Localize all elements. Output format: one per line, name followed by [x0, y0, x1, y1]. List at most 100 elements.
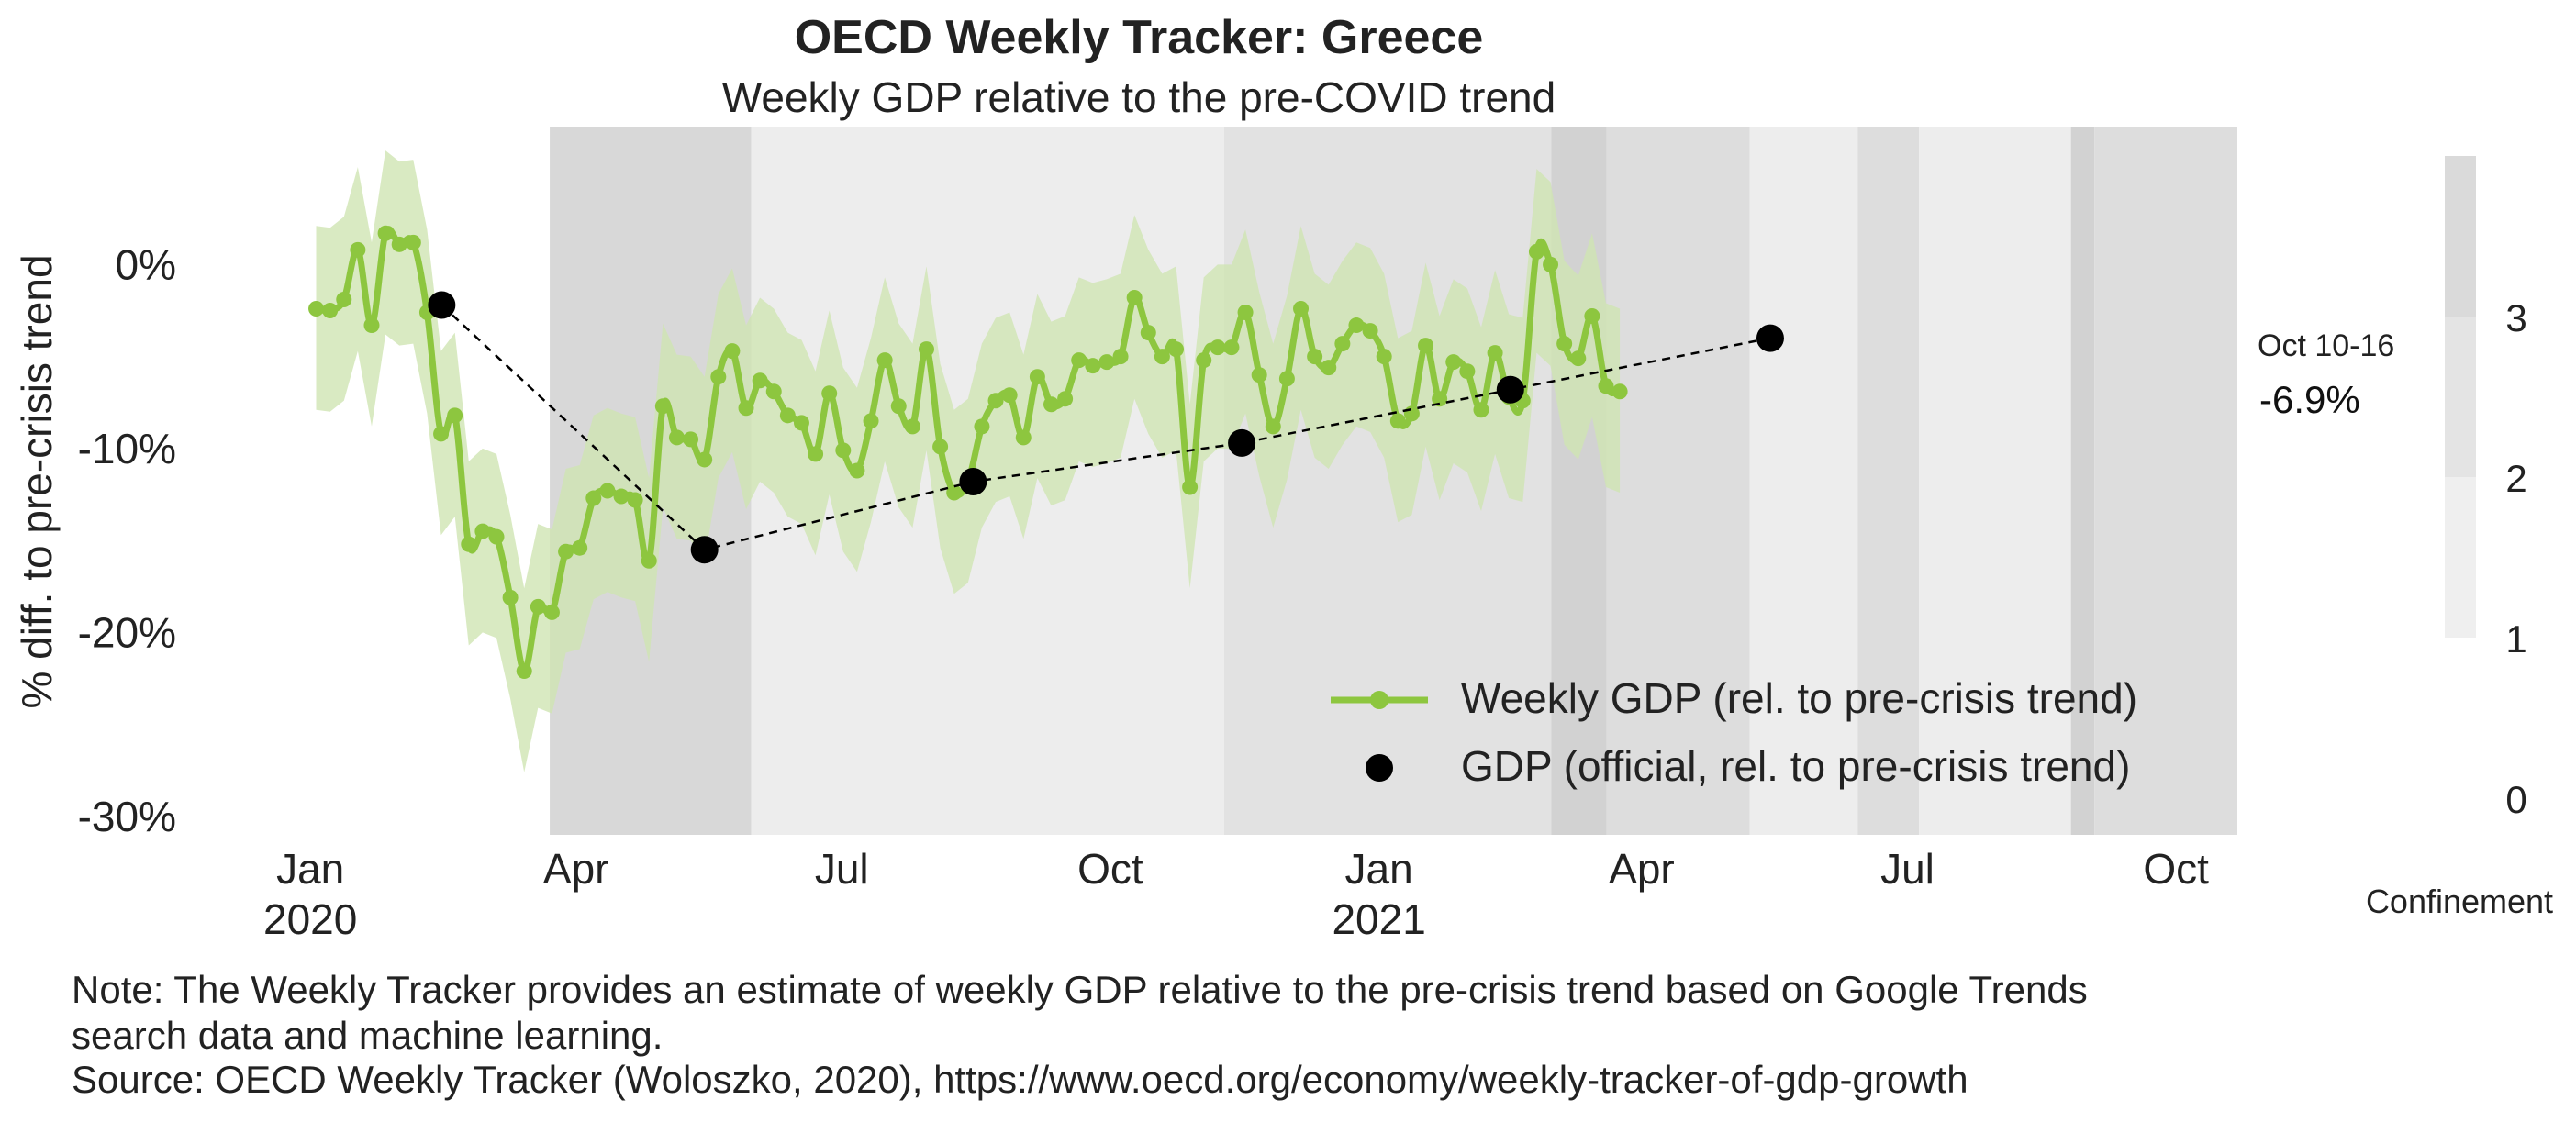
weekly-gdp-point-15: [516, 663, 532, 680]
weekly-gdp-point-0: [308, 301, 325, 317]
confinement-scale-tick-3: 3: [2505, 296, 2526, 339]
weekly-gdp-point-76: [1362, 323, 1378, 339]
x-tick-label-1: Apr: [543, 845, 609, 893]
weekly-gdp-point-2: [336, 291, 352, 307]
weekly-gdp-point-83: [1459, 363, 1476, 380]
confinement-band-9: [2094, 127, 2237, 835]
legend-marker-official-gdp: [1366, 754, 1393, 782]
y-axis-label: % diff. to pre-crisis trend: [13, 254, 61, 708]
x-tick-label-3: Oct: [1077, 845, 1143, 893]
weekly-gdp-point-48: [974, 418, 990, 435]
confinement-scale-tick-2: 2: [2505, 457, 2526, 500]
last-value-date-label: Oct 10-16: [2258, 328, 2394, 363]
weekly-gdp-point-68: [1251, 367, 1267, 383]
official-gdp-point-3: [1228, 428, 1256, 457]
weekly-gdp-point-90: [1556, 336, 1573, 352]
legend-label-weekly-gdp: Weekly GDP (rel. to pre-crisis trend): [1461, 674, 2137, 722]
weekly-gdp-point-41: [876, 352, 893, 369]
chart-subtitle: Weekly GDP relative to the pre-COVID tre…: [722, 73, 1556, 121]
confinement-scale: 0 1 2 3: [2445, 156, 2527, 821]
weekly-gdp-point-53: [1043, 396, 1059, 413]
weekly-gdp-point-72: [1307, 349, 1323, 365]
weekly-gdp-point-75: [1348, 317, 1365, 334]
confinement-band-6: [1857, 127, 1920, 835]
weekly-gdp-point-78: [1389, 413, 1406, 429]
official-gdp-line: [440, 304, 1771, 551]
x-tick-label-0: Jan: [276, 845, 344, 893]
weekly-gdp-point-37: [821, 385, 838, 402]
weekly-gdp-point-82: [1445, 354, 1462, 371]
weekly-gdp-point-29: [710, 369, 727, 385]
weekly-gdp-point-14: [502, 589, 519, 605]
y-axis: 0% -10% -20% -30%: [78, 240, 176, 840]
series-layer: [308, 150, 1784, 772]
weekly-gdp-point-44: [918, 341, 934, 358]
x-tick-label-4: Jan: [1345, 845, 1413, 893]
weekly-gdp-point-69: [1265, 418, 1281, 435]
y-tick-label-3: -30%: [78, 793, 176, 840]
weekly-gdp-point-79: [1403, 405, 1420, 422]
weekly-gdp-point-62: [1168, 341, 1185, 358]
weekly-gdp-point-81: [1432, 391, 1448, 407]
weekly-gdp-point-67: [1237, 305, 1254, 321]
legend: Weekly GDP (rel. to pre-crisis trend) GD…: [1331, 674, 2137, 790]
x-tick-label-6: Jul: [1880, 845, 1935, 893]
weekly-gdp-point-33: [765, 383, 782, 400]
weekly-gdp-point-40: [863, 413, 879, 429]
weekly-gdp-point-73: [1321, 360, 1337, 376]
confinement-band-7: [1919, 127, 2071, 835]
weekly-gdp-point-50: [1001, 387, 1018, 404]
y-tick-label-1: -10%: [78, 425, 176, 472]
weekly-gdp-point-84: [1473, 402, 1489, 418]
weekly-gdp-point-65: [1210, 339, 1226, 356]
weekly-gdp-point-42: [890, 398, 907, 415]
weekly-gdp-point-61: [1154, 349, 1170, 365]
weekly-gdp-point-7: [405, 234, 421, 250]
weekly-gdp-point-21: [599, 483, 616, 499]
weekly-gdp-point-39: [849, 462, 865, 479]
weekly-gdp-point-85: [1487, 345, 1503, 361]
weekly-gdp-point-4: [363, 317, 380, 334]
weekly-gdp-point-31: [738, 400, 754, 417]
x-tick-label-2: Jul: [815, 845, 869, 893]
weekly-gdp-point-12: [474, 523, 491, 539]
weekly-gdp-point-63: [1182, 479, 1199, 495]
weekly-gdp-point-38: [835, 442, 852, 459]
weekly-gdp-point-20: [585, 490, 602, 506]
weekly-gdp-point-77: [1376, 349, 1392, 365]
weekly-gdp-point-9: [433, 426, 450, 442]
weekly-gdp-point-24: [641, 552, 657, 569]
weekly-gdp-point-64: [1196, 352, 1212, 369]
confinement-scale-title: Confinement: [2366, 883, 2553, 920]
official-gdp-point-4: [1496, 375, 1524, 404]
x-tick-year-4: 2021: [1332, 895, 1425, 943]
weekly-gdp-point-10: [447, 407, 463, 424]
weekly-gdp-point-17: [543, 604, 560, 620]
weekly-gdp-point-18: [558, 543, 574, 560]
weekly-gdp-point-60: [1140, 325, 1156, 341]
weekly-gdp-point-1: [322, 303, 339, 319]
official-gdp-point-5: [1756, 324, 1784, 352]
weekly-gdp-point-91: [1570, 350, 1587, 367]
official-gdp-point-0: [428, 291, 456, 319]
confinement-scale-segment-1: [2445, 477, 2476, 638]
weekly-gdp-point-32: [752, 372, 768, 389]
weekly-gdp-point-54: [1057, 391, 1074, 407]
weekly-gdp-point-11: [461, 536, 477, 552]
confinement-scale-segment-2: [2445, 317, 2476, 477]
weekly-gdp-point-80: [1418, 338, 1434, 354]
note-line-2: search data and machine learning.: [72, 1014, 664, 1057]
legend-label-official-gdp: GDP (official, rel. to pre-crisis trend): [1461, 742, 2130, 790]
weekly-gdp-point-45: [932, 439, 949, 455]
weekly-gdp-point-57: [1098, 354, 1115, 371]
note-line-3: Source: OECD Weekly Tracker (Woloszko, 2…: [72, 1058, 1968, 1101]
weekly-gdp-point-74: [1334, 336, 1351, 352]
weekly-gdp-point-94: [1611, 383, 1628, 400]
confinement-scale-tick-0: 0: [2505, 778, 2526, 821]
weekly-gdp-point-55: [1071, 352, 1087, 369]
weekly-gdp-point-52: [1029, 369, 1045, 385]
weekly-gdp-point-16: [530, 598, 546, 615]
weekly-gdp-point-6: [391, 236, 407, 252]
x-tick-label-7: Oct: [2143, 845, 2209, 893]
